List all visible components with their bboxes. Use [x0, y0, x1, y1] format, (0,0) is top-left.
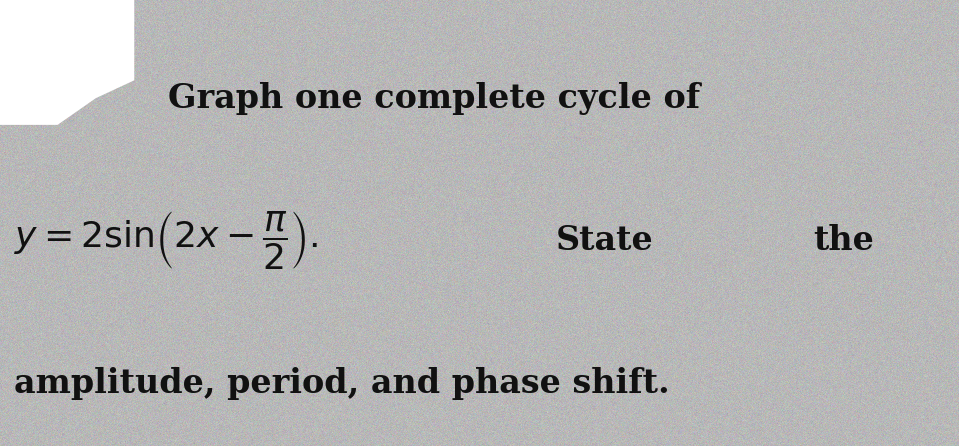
Text: $y = 2\sin\!\left(2x - \dfrac{\pi}{2}\right).$: $y = 2\sin\!\left(2x - \dfrac{\pi}{2}\ri…: [14, 210, 318, 272]
Text: State: State: [555, 224, 653, 257]
Text: the: the: [813, 224, 875, 257]
Polygon shape: [0, 0, 134, 125]
Text: amplitude, period, and phase shift.: amplitude, period, and phase shift.: [14, 367, 670, 400]
Text: Graph one complete cycle of: Graph one complete cycle of: [168, 82, 700, 115]
